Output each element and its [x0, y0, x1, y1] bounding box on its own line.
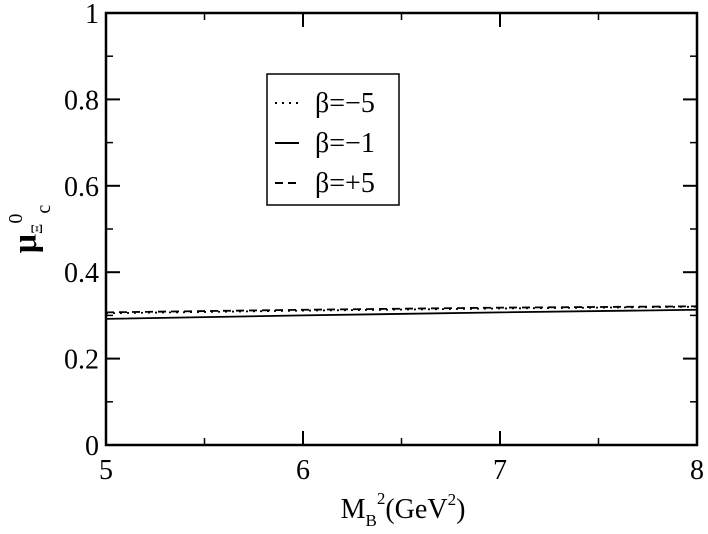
series-line-dotted: [105, 305, 698, 315]
y-label-mu: μ: [7, 234, 44, 253]
x-label-rest-open: (GeV: [385, 494, 447, 525]
legend-label-2: β=+5: [315, 168, 375, 199]
x-tick-label: 8: [690, 455, 704, 486]
legend: β=−5 β=−1 β=+5: [266, 73, 400, 206]
y-tick-label: 0.4: [64, 258, 99, 289]
x-label-sup: 2: [377, 489, 386, 508]
x-label-rest-close: ): [456, 494, 465, 525]
y-axis-label: μΞ0c: [5, 205, 55, 254]
y-tick-label: 0.2: [64, 345, 99, 376]
y-label-xi: Ξ: [29, 224, 46, 234]
y-label-sub: c: [33, 205, 55, 214]
x-label-main: M: [341, 494, 366, 525]
plot-frame: [104, 11, 699, 447]
axis-ticks: [105, 12, 698, 446]
y-tick-label: 0.6: [64, 172, 99, 203]
tick-labels: 5 6 7 8 0 0.2 0.4 0.6 0.8 1: [64, 0, 704, 486]
x-label-sub: B: [366, 511, 377, 530]
x-tick-label: 7: [493, 455, 507, 486]
y-tick-label: 0.8: [64, 85, 99, 116]
legend-label-0: β=−5: [315, 88, 375, 119]
series-lines: [105, 305, 698, 320]
y-label-sup: 0: [5, 214, 27, 224]
x-tick-label: 6: [296, 455, 310, 486]
y-tick-label: 1: [85, 0, 99, 30]
x-axis-label: MB2(GeV2): [341, 489, 466, 530]
svg-text:μΞ0c: μΞ0c: [5, 205, 55, 254]
y-tick-label: 0: [85, 431, 99, 462]
legend-label-1: β=−1: [315, 128, 375, 159]
series-line-solid: [105, 308, 698, 320]
series-line-dashed: [105, 305, 698, 314]
x-tick-label: 5: [99, 455, 113, 486]
x-label-rest-sup: 2: [448, 490, 457, 509]
